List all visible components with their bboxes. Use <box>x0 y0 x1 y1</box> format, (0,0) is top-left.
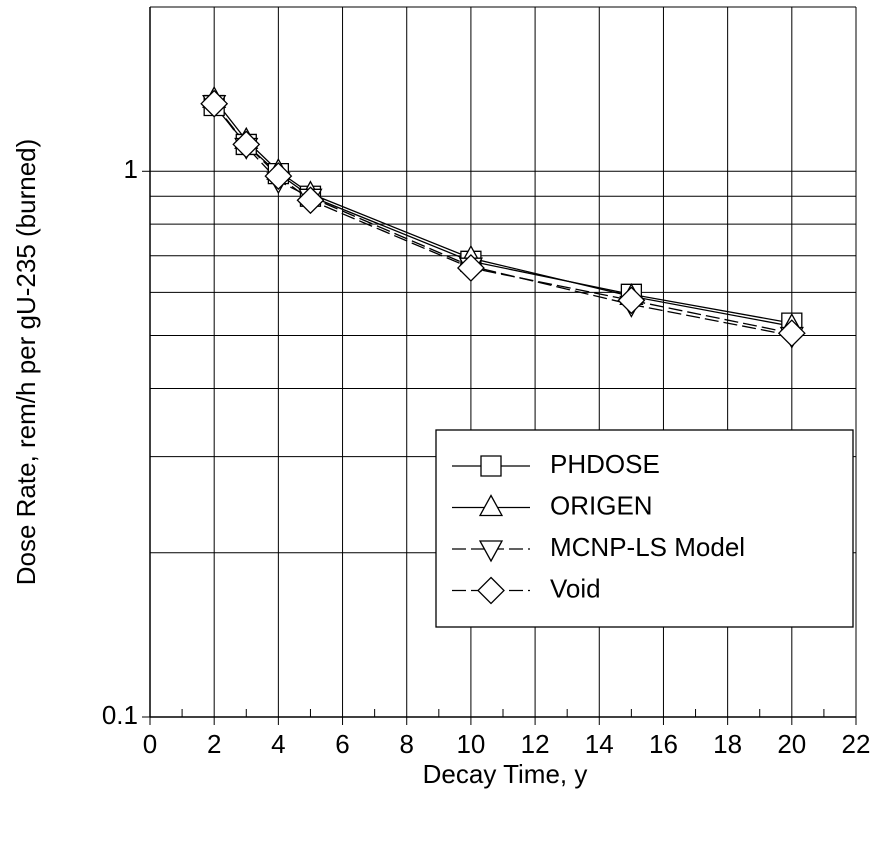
legend-marker <box>478 494 504 517</box>
legend-label: MCNP-LS Model <box>550 532 745 562</box>
x-tick-label: 8 <box>399 729 413 759</box>
marker <box>617 286 646 315</box>
x-tick-label: 20 <box>777 729 806 759</box>
legend-label: ORIGEN <box>550 490 653 520</box>
x-tick-label: 2 <box>207 729 221 759</box>
series-line <box>213 105 792 324</box>
marker <box>232 130 261 159</box>
x-tick-label: 14 <box>585 729 614 759</box>
x-tick-label: 22 <box>842 729 871 759</box>
legend-marker <box>480 455 502 477</box>
marker <box>200 89 229 118</box>
marker <box>777 319 806 348</box>
legend-label: PHDOSE <box>550 449 660 479</box>
x-tick-label: 0 <box>143 729 157 759</box>
series-line <box>213 103 792 337</box>
y-tick-label: 1 <box>124 154 138 184</box>
x-tick-label: 6 <box>335 729 349 759</box>
x-axis-label: Decay Time, y <box>423 759 588 789</box>
x-tick-label: 4 <box>271 729 285 759</box>
x-tick-label: 12 <box>521 729 550 759</box>
x-tick-label: 16 <box>649 729 678 759</box>
y-tick-label: 0.1 <box>102 700 138 730</box>
legend-box <box>435 429 854 628</box>
marker <box>456 254 485 282</box>
x-tick-label: 10 <box>456 729 485 759</box>
marker <box>264 162 293 190</box>
series-line <box>213 103 792 334</box>
x-tick-label: 18 <box>713 729 742 759</box>
legend-marker <box>478 540 504 563</box>
legend-marker <box>477 576 505 605</box>
legend-label: Void <box>550 573 601 603</box>
y-axis-label: Dose Rate, rem/h per gU-235 (burned) <box>11 139 41 586</box>
marker <box>296 186 325 215</box>
